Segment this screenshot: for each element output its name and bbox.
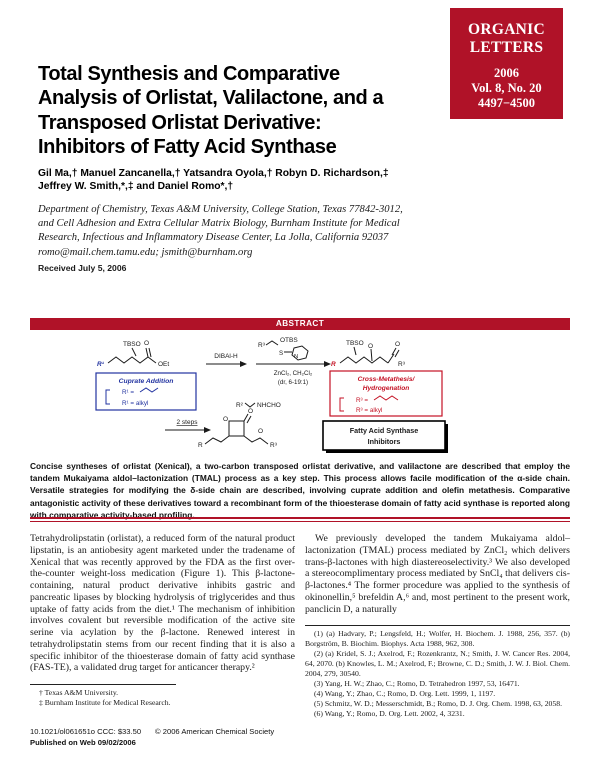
- fas-box-line2: Inhibitors: [368, 437, 401, 446]
- r3-right-label: R³: [398, 361, 406, 368]
- zncl2-conditions-label: ZnCl₂, CH₂Cl₂: [274, 370, 313, 377]
- r3-alkyl-label: R³ = alkyl: [356, 407, 382, 414]
- author-footnotes: † Texas A&M University. ‡ Burnham Instit…: [30, 688, 295, 708]
- tbso-label: TBSO: [123, 341, 141, 348]
- author-line: Gil Ma,† Manuel Zancanella,† Yatsandra O…: [38, 168, 389, 179]
- body-column-right: We previously developed the tandem Mukai…: [305, 533, 570, 719]
- journal-name-line1: ORGANIC: [467, 21, 546, 38]
- references-rule: [305, 625, 570, 627]
- reference-item: (1) (a) Hadvary, P.; Lengsfeld, H.; Wolf…: [305, 629, 570, 649]
- r2-label: R²: [236, 402, 244, 409]
- contact-emails[interactable]: romo@mail.chem.tamu.edu; jsmith@burnham.…: [38, 247, 253, 258]
- scheme-metathesis-box: Cross-Metathesis/ Hydrogenation R³ = R³ …: [329, 370, 443, 417]
- reference-item: (2) (a) Kridel, S. J.; Axelrod, F.; Roze…: [305, 649, 570, 679]
- affiliation-line: and Cell Adhesion and Extra Cellular Mat…: [38, 217, 400, 229]
- two-steps-label: 2 steps: [177, 419, 199, 426]
- footnote: † Texas A&M University.: [39, 688, 119, 697]
- fas-box-line1: Fatty Acid Synthase: [350, 426, 418, 435]
- journal-name-line2: LETTERS: [469, 38, 544, 56]
- reference-list: (1) (a) Hadvary, P.; Lengsfeld, H.; Wolf…: [305, 629, 570, 719]
- scheme-formamide: R² NHCHO: [236, 402, 281, 409]
- affiliation: Department of Chemistry, Texas A&M Unive…: [38, 203, 478, 245]
- r3-alkenyl-label: R³ =: [356, 397, 368, 404]
- title-line: Total Synthesis and Comparative: [38, 63, 340, 85]
- scheme-fas-inhibitors-box: Fatty Acid Synthase Inhibitors: [322, 420, 448, 453]
- published-on-web: Published on Web 09/02/2006: [30, 737, 136, 747]
- lactone-carbonyl-o-label: O: [248, 408, 253, 415]
- title-line: Inhibitors of Fatty Acid Synthase: [38, 136, 337, 159]
- doi-block: 10.1021/ol061651o CCC: $33.50 © 2006 Amer…: [30, 727, 288, 748]
- product-ester-o-label: O: [258, 428, 263, 435]
- aldehyde-o-label: O: [395, 341, 400, 348]
- body-column-left: Tetrahydrolipstatin (orlistat), a reduce…: [30, 533, 295, 708]
- reference-item: (4) Wang, Y.; Zhao, C.; Romo, D. Org. Le…: [314, 689, 496, 699]
- journal-volume: Vol. 8, No. 20: [471, 80, 542, 95]
- journal-pages: 4497−4500: [477, 95, 536, 110]
- author-list: Gil Ma,† Manuel Zancanella,† Yatsandra O…: [38, 167, 458, 194]
- journal-banner: ORGANIC LETTERS 2006 Vol. 8, No. 20 4497…: [450, 8, 563, 119]
- r3-label: R³: [258, 342, 266, 349]
- abstract-text: Concise syntheses of orlistat (Xenical),…: [30, 461, 570, 520]
- hydrogenation-label: Hydrogenation: [363, 385, 410, 392]
- body-paragraph: Tetrahydrolipstatin (orlistat), a reduce…: [30, 533, 295, 674]
- s-label: S: [279, 350, 283, 357]
- oet-label: OEt: [158, 361, 169, 368]
- copyright-notice: © 2006 American Chemical Society: [155, 727, 275, 736]
- dibalh-label: DIBAl-H: [214, 353, 238, 360]
- reference-item: (5) Schmitz, W. D.; Messerschmidt, B.; R…: [314, 699, 562, 709]
- o-mid-label: O: [368, 343, 373, 350]
- doi-number: 10.1021/ol061651o CCC: $33.50: [30, 727, 142, 736]
- tbso-label-right: TBSO: [346, 340, 364, 347]
- abstract-banner: ABSTRACT: [30, 318, 570, 330]
- r1-label: R¹: [97, 361, 105, 368]
- pyridine-n-label: N: [294, 354, 298, 360]
- product-r-label: R: [198, 442, 203, 449]
- scheme-right-structure: TBSO R O O R³: [331, 340, 406, 368]
- footnote-rule: [30, 684, 176, 685]
- received-date: Received July 5, 2006: [38, 263, 127, 273]
- title-line: Transposed Orlistat Derivative:: [38, 111, 322, 134]
- product-r3-label: R³: [270, 442, 278, 449]
- carbonyl-o-label: O: [144, 340, 149, 347]
- dr-label: (dr, 6-19:1): [278, 379, 308, 386]
- scheme-left-structure: TBSO O OEt R¹: [97, 340, 169, 368]
- reference-item: (3) Yang, H. W.; Zhao, C.; Romo, D. Tetr…: [314, 679, 520, 689]
- affiliation-line: Department of Chemistry, Texas A&M Unive…: [38, 204, 403, 215]
- r1-alkenyl-label: R¹ =: [122, 389, 134, 396]
- r-red-label: R: [331, 361, 336, 368]
- scheme-cuprate-box: Cuprate Addition R¹ = R¹ = alkyl: [95, 372, 197, 411]
- reaction-scheme-graphic: TBSO O OEt R¹ Cuprate Addition R¹ = R¹ =…: [95, 337, 448, 453]
- nhcho-label: NHCHO: [257, 402, 281, 409]
- affiliation-line: Research, Infectious and Inflammatory Di…: [38, 231, 389, 243]
- author-line: Jeffrey W. Smith,*,‡ and Daniel Romo*,†: [38, 181, 234, 193]
- footnote: ‡ Burnham Institute for Medical Research…: [39, 698, 171, 707]
- journal-year: 2006: [494, 65, 519, 80]
- journal-name: ORGANIC LETTERS: [450, 21, 563, 57]
- cuprate-addition-label: Cuprate Addition: [119, 378, 174, 385]
- r1-alkyl-label: R¹ = alkyl: [122, 400, 148, 407]
- cross-metathesis-label: Cross-Metathesis/: [358, 376, 416, 383]
- otbs-label: OTBS: [280, 337, 298, 344]
- doi-line: 10.1021/ol061651o CCC: $33.50 © 2006 Amer…: [30, 727, 288, 738]
- journal-issue-info: 2006 Vol. 8, No. 20 4497−4500: [450, 66, 563, 111]
- body-paragraph: We previously developed the tandem Mukai…: [305, 533, 570, 615]
- article-title: Total Synthesis and Comparative Analysis…: [38, 62, 450, 160]
- scheme-ketene-acetal-reagent: R³ OTBS S N: [258, 337, 309, 361]
- reference-item: (6) Wang, Y.; Romo, D. Org. Lett. 2002, …: [314, 709, 465, 719]
- lactone-o-label: O: [223, 416, 228, 423]
- scheme-beta-lactone-product: O O R O R³: [198, 408, 278, 449]
- abstract-divider-rule: [30, 517, 570, 522]
- title-line: Analysis of Orlistat, Valilactone, and a: [38, 87, 384, 110]
